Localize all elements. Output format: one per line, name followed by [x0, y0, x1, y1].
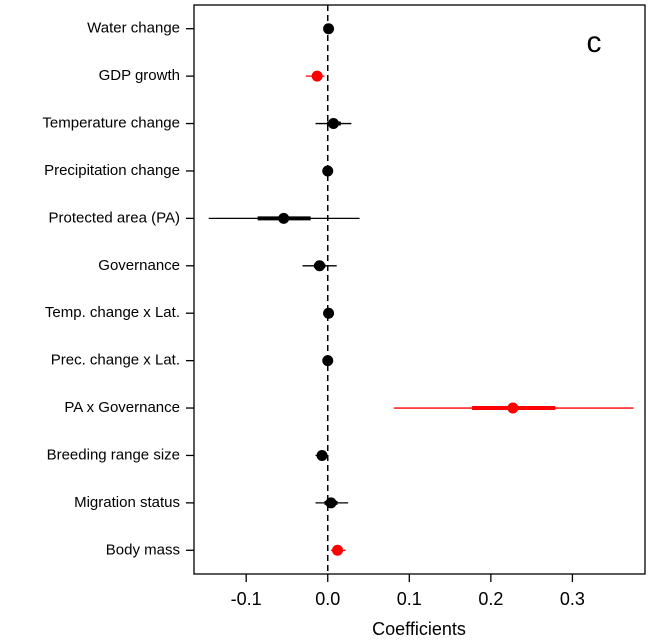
estimate-point [314, 260, 326, 272]
y-tick-label: Temperature change [42, 115, 180, 132]
panel-label: c [587, 26, 602, 59]
plot-frame [193, 4, 646, 575]
y-tick-label: Governance [98, 257, 180, 274]
estimate-point [278, 212, 290, 224]
estimate-point [332, 544, 344, 556]
y-tick-label: GDP growth [99, 67, 180, 84]
x-tick-label: -0.1 [231, 589, 262, 609]
y-tick-label: Breeding range size [47, 446, 180, 463]
x-tick-label: 0.0 [315, 589, 340, 609]
estimate-point [327, 118, 339, 130]
estimate-point [322, 355, 334, 367]
x-axis-label: Coefficients [372, 619, 466, 639]
x-tick-label: 0.3 [560, 589, 585, 609]
estimate-point [316, 449, 328, 461]
y-tick-label: Protected area (PA) [49, 209, 180, 226]
y-tick-label: Migration status [74, 494, 180, 511]
y-tick-label: Precipitation change [44, 162, 180, 179]
estimate-point [507, 402, 519, 414]
y-tick-label: PA x Governance [64, 399, 180, 416]
y-tick-label: Prec. change x Lat. [51, 352, 180, 369]
estimate-point [323, 23, 335, 35]
y-tick-label: Body mass [106, 541, 180, 558]
y-tick-label: Temp. change x Lat. [45, 304, 180, 321]
estimate-point [311, 70, 323, 82]
x-tick-label: 0.2 [478, 589, 503, 609]
y-tick-label: Water change [87, 20, 180, 37]
estimate-point [325, 497, 337, 509]
estimate-point [322, 165, 334, 177]
x-tick-label: 0.1 [397, 589, 422, 609]
estimate-point [323, 307, 335, 319]
